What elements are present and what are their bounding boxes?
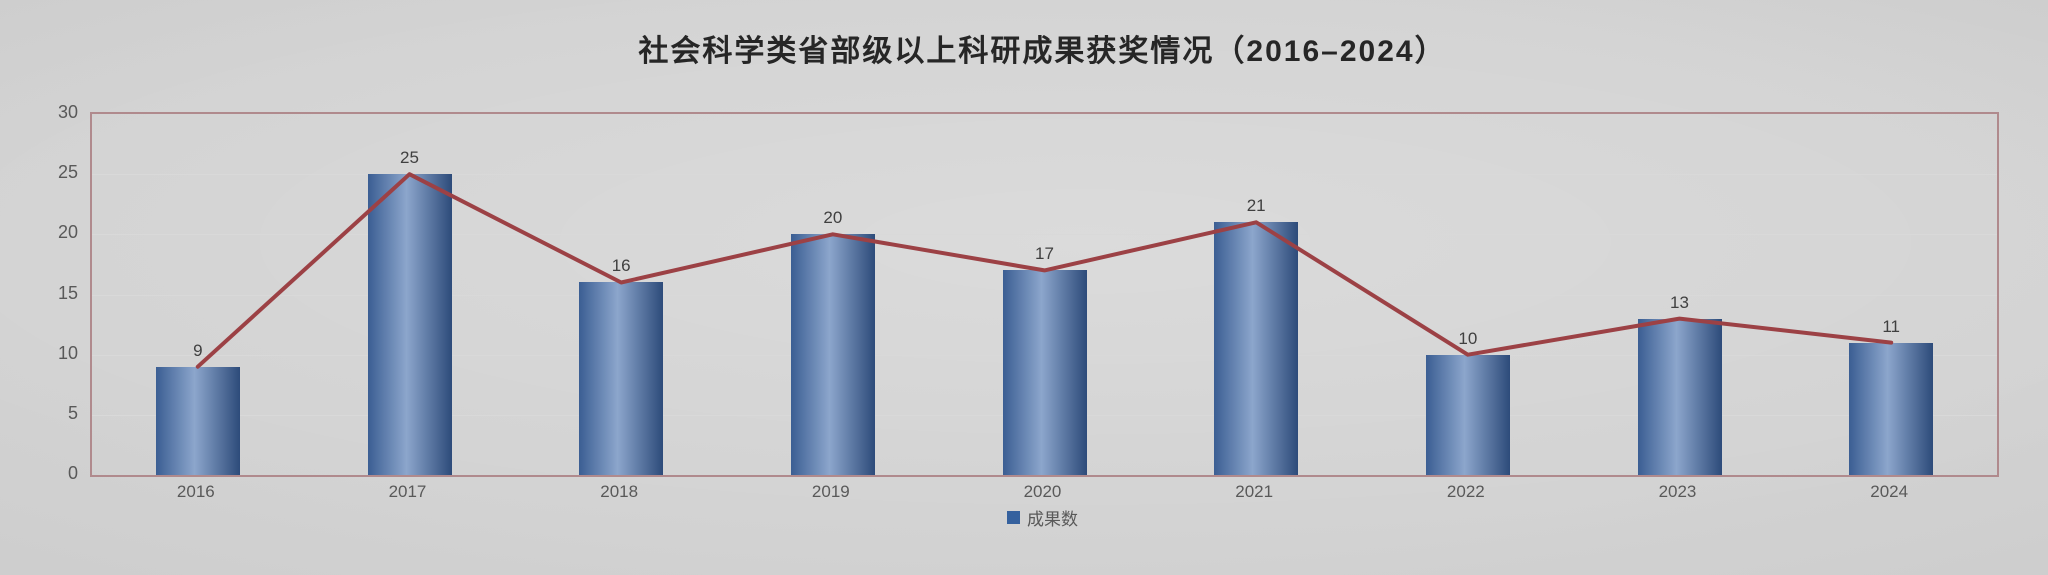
data-label-2024: 11 bbox=[1882, 316, 1900, 336]
gridline-25 bbox=[92, 174, 1997, 176]
plot-area: 9 25 16 20 17 21 10 13 11 bbox=[90, 112, 1999, 477]
data-label-2016: 9 bbox=[193, 340, 203, 360]
legend-label: 成果数 bbox=[1027, 510, 1078, 529]
x-tick-label-2018: 2018 bbox=[600, 482, 639, 501]
x-tick-label-2019: 2019 bbox=[811, 482, 850, 501]
y-tick-label-20: 20 bbox=[57, 222, 78, 243]
x-tick-label-2017: 2017 bbox=[388, 482, 427, 501]
y-tick-label-10: 10 bbox=[57, 342, 78, 363]
gridline-20 bbox=[92, 234, 1997, 236]
bar-2018 bbox=[579, 282, 664, 475]
data-label-2020: 17 bbox=[1035, 244, 1054, 264]
y-tick-label-25: 25 bbox=[57, 162, 78, 183]
legend: 成果数 bbox=[90, 505, 1995, 530]
data-label-2022: 10 bbox=[1458, 328, 1478, 348]
y-tick-label-30: 30 bbox=[57, 102, 78, 122]
bar-2023 bbox=[1637, 318, 1722, 475]
bar-2024 bbox=[1849, 342, 1934, 475]
x-tick-label-2022: 2022 bbox=[1446, 482, 1485, 501]
y-tick-label-5: 5 bbox=[67, 402, 78, 423]
trend-line bbox=[195, 172, 1894, 369]
bar-2020 bbox=[1002, 270, 1087, 475]
x-tick-label-2024: 2024 bbox=[1870, 482, 1909, 501]
y-tick-label-0: 0 bbox=[67, 463, 78, 483]
x-tick-label-2023: 2023 bbox=[1658, 482, 1697, 501]
x-tick-label-2020: 2020 bbox=[1023, 482, 1062, 501]
x-tick-label-2016: 2016 bbox=[176, 482, 215, 501]
data-label-2018: 16 bbox=[611, 256, 631, 276]
chart-title: 社会科学类省部级以上科研成果获奖情况（2016–2024） bbox=[638, 35, 1447, 68]
bar-2021 bbox=[1214, 222, 1299, 475]
data-label-2019: 20 bbox=[823, 208, 843, 228]
x-tick-label-2021: 2021 bbox=[1235, 482, 1274, 501]
data-label-2023: 13 bbox=[1670, 292, 1689, 312]
line-series bbox=[195, 172, 1894, 369]
y-tick-label-15: 15 bbox=[57, 282, 78, 303]
bar-2016 bbox=[155, 366, 240, 475]
legend-swatch-icon bbox=[1007, 511, 1020, 524]
data-label-2021: 21 bbox=[1246, 196, 1266, 216]
bar-2017 bbox=[367, 174, 452, 475]
bar-2019 bbox=[790, 234, 875, 475]
bar-2022 bbox=[1425, 354, 1510, 475]
data-label-2017: 25 bbox=[400, 148, 419, 168]
